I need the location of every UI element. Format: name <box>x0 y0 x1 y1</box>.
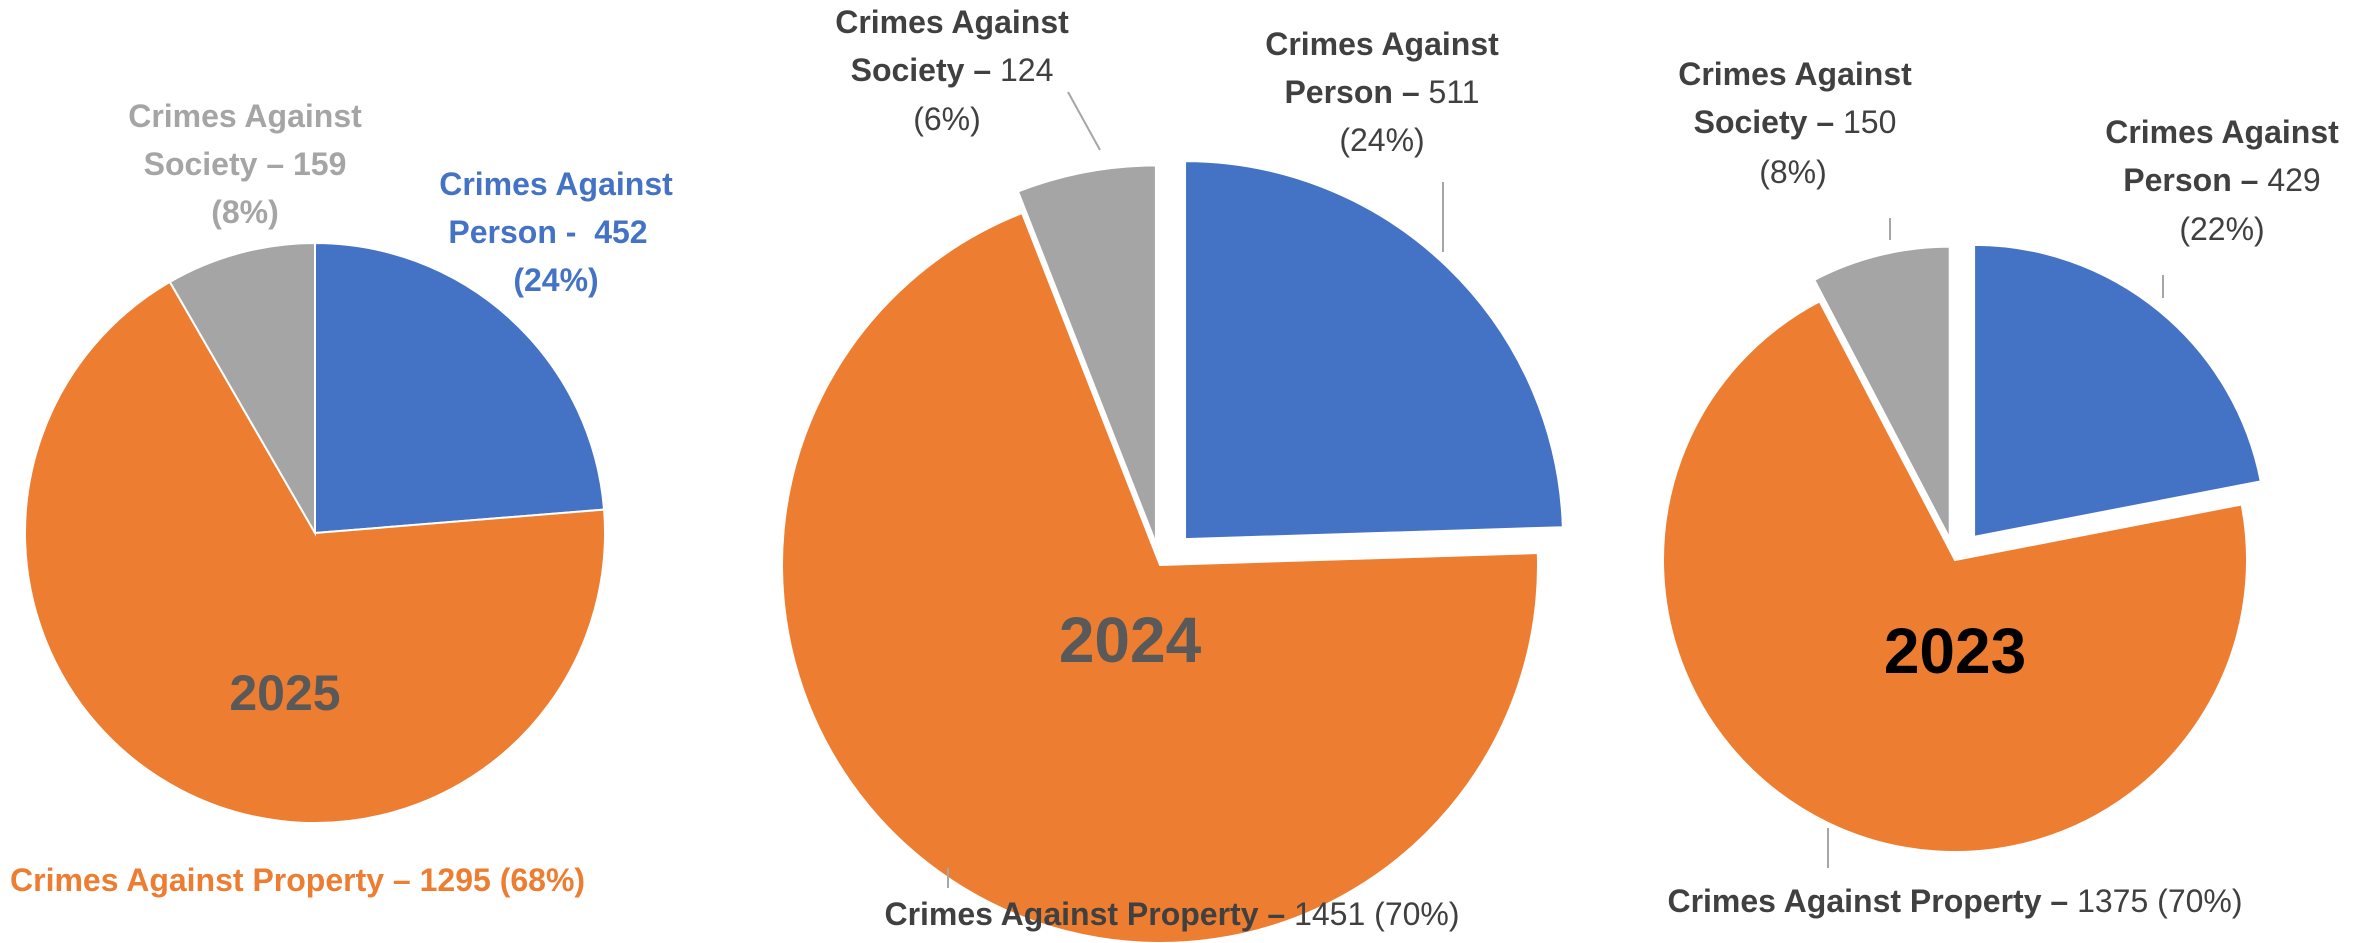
pie-slices-2025 <box>24 241 606 824</box>
slice-label-property-2024-cat: Crimes Against Property – <box>884 896 1294 932</box>
slice-label-society-2024-value: 124 <box>1000 52 1053 88</box>
slice-label-person-2024-line1: Crimes Against <box>1265 26 1499 62</box>
slice-label-society-2023-cat: Society – <box>1694 104 1843 140</box>
pie-chart-2025: 2025 Crimes Against Person - 452 (24%) C… <box>10 98 673 898</box>
slice-label-person-2023: Crimes Against Person – 429 (22%) <box>2105 114 2339 247</box>
slice-label-property-2024-value: 1451 (70%) <box>1294 896 1459 932</box>
slice-label-property-2024: Crimes Against Property – 1451 (70%) <box>884 896 1459 932</box>
pie-slices-2024 <box>781 160 1564 943</box>
slice-label-society-2023-line2: Society – 150 <box>1694 104 1897 140</box>
slice-label-society-2025-line3: (8%) <box>211 194 279 230</box>
slice-label-society-2025-line1: Crimes Against <box>128 98 362 134</box>
slice-label-person-2023-line2: Person – 429 <box>2123 162 2320 198</box>
slice-label-society-2023: Crimes Against Society – 150 (8%) <box>1678 56 1912 190</box>
pie-year-label-2024: 2024 <box>1059 604 1202 676</box>
pie-slice-society-2025 <box>168 241 316 537</box>
slice-label-society-2023-value: 150 <box>1843 104 1896 140</box>
pie-slice-property-2024 <box>781 211 1539 943</box>
slice-label-person-2023-value: 429 <box>2267 162 2320 198</box>
pie-slice-property-2023 <box>1662 299 2248 853</box>
pie-chart-2024: 2024 Crimes Against Society – 124 (6%) C… <box>781 4 1564 943</box>
pie-year-label-2025: 2025 <box>229 665 340 721</box>
slice-label-person-2024-line2: Person – 511 <box>1284 74 1479 110</box>
slice-label-person-2025: Crimes Against Person - 452 (24%) <box>439 166 673 298</box>
slice-label-person-2024-line3: (24%) <box>1339 122 1424 158</box>
slice-label-person-2024-value: 511 <box>1429 74 1480 110</box>
slice-label-property-2025: Crimes Against Property – 1295 (68%) <box>10 862 585 898</box>
slice-label-society-2024-cat: Society – <box>851 52 1000 88</box>
pie-slice-person-2023 <box>1973 243 2262 539</box>
slice-label-person-2023-line1: Crimes Against <box>2105 114 2339 150</box>
slice-label-society-2024-line2: Society – 124 <box>851 52 1054 88</box>
slice-label-property-2023: Crimes Against Property – 1375 (70%) <box>1667 883 2242 919</box>
slice-label-society-2025-line2: Society – 159 <box>144 146 347 182</box>
slice-label-person-2025-line2: Person - 452 <box>448 214 647 250</box>
pie-slice-society-2023 <box>1812 245 1951 540</box>
slice-label-property-2023-value: 1375 (70%) <box>2077 883 2242 919</box>
slice-label-society-2024: Crimes Against Society – 124 (6%) <box>835 4 1069 137</box>
slice-label-society-2023-line3: (8%) <box>1759 154 1827 190</box>
slice-label-person-2025-line3: (24%) <box>513 262 598 298</box>
slice-label-society-2024-line3: (6%) <box>913 101 981 137</box>
slice-label-person-2023-cat: Person – <box>2123 162 2267 198</box>
leader-line-society-2024 <box>1067 91 1101 151</box>
pie-slice-person-2024 <box>1184 160 1564 541</box>
pie-slice-person-2025 <box>314 241 606 535</box>
pie-slice-property-2025 <box>24 280 606 824</box>
pie-year-label-2023: 2023 <box>1884 615 2026 687</box>
slice-label-person-2024-cat: Person – <box>1284 74 1428 110</box>
slice-label-person-2024: Crimes Against Person – 511 (24%) <box>1265 26 1499 158</box>
slice-label-society-2024-line1: Crimes Against <box>835 4 1069 40</box>
slice-label-society-2023-line1: Crimes Against <box>1678 56 1912 92</box>
pie-slices-2023 <box>1662 243 2262 853</box>
pie-slice-society-2024 <box>1016 164 1157 544</box>
pie-chart-2023: 2023 Crimes Against Society – 150 (8%) C… <box>1662 56 2339 919</box>
slice-label-society-2025: Crimes Against Society – 159 (8%) <box>128 98 362 230</box>
slice-label-person-2025-line1: Crimes Against <box>439 166 673 202</box>
slice-label-person-2023-line3: (22%) <box>2179 211 2264 247</box>
slice-label-property-2023-cat: Crimes Against Property – <box>1667 883 2077 919</box>
